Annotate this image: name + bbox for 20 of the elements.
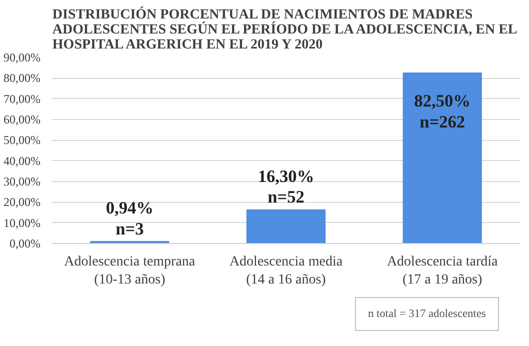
- x-tick-label: Adolescencia media (14 a 16 años): [229, 254, 344, 288]
- y-tick-label: 10,00%: [4, 216, 41, 230]
- y-tick-label: 90,00%: [4, 50, 41, 64]
- y-tick-label: 60,00%: [4, 112, 41, 126]
- bar: [402, 72, 482, 244]
- data-label: 16,30% n=52: [258, 166, 314, 207]
- y-tick-label: 0,00%: [10, 236, 41, 250]
- y-tick-label: 40,00%: [4, 154, 41, 168]
- y-tick-label: 50,00%: [4, 133, 41, 148]
- chart-title: DISTRIBUCIÓN PORCENTUAL DE NACIMIENTOS DE MADRES ADOLESCENTES SEGÚN EL PERÍODO DE LA ADOLESCENCIA, EN EL HOSPITAL ARGERICH EN EL 2019 Y 2020: [52, 6, 518, 52]
- y-tick-label: 80,00%: [4, 71, 41, 86]
- y-tick-label: 30,00%: [4, 174, 41, 188]
- text: n total = 317 adolescentes: [368, 307, 486, 322]
- x-tick-label: Adolescencia tardía (17 a 19 años): [386, 254, 499, 288]
- bar: [246, 209, 326, 244]
- y-tick-label: 70,00%: [4, 92, 41, 106]
- data-label: 0,94% n=3: [106, 198, 154, 238]
- y-tick-label: 20,00%: [4, 195, 41, 210]
- data-label: 82,50% n=262: [414, 92, 471, 132]
- x-tick-label: Adolescencia temprana (10-13 años): [64, 254, 196, 288]
